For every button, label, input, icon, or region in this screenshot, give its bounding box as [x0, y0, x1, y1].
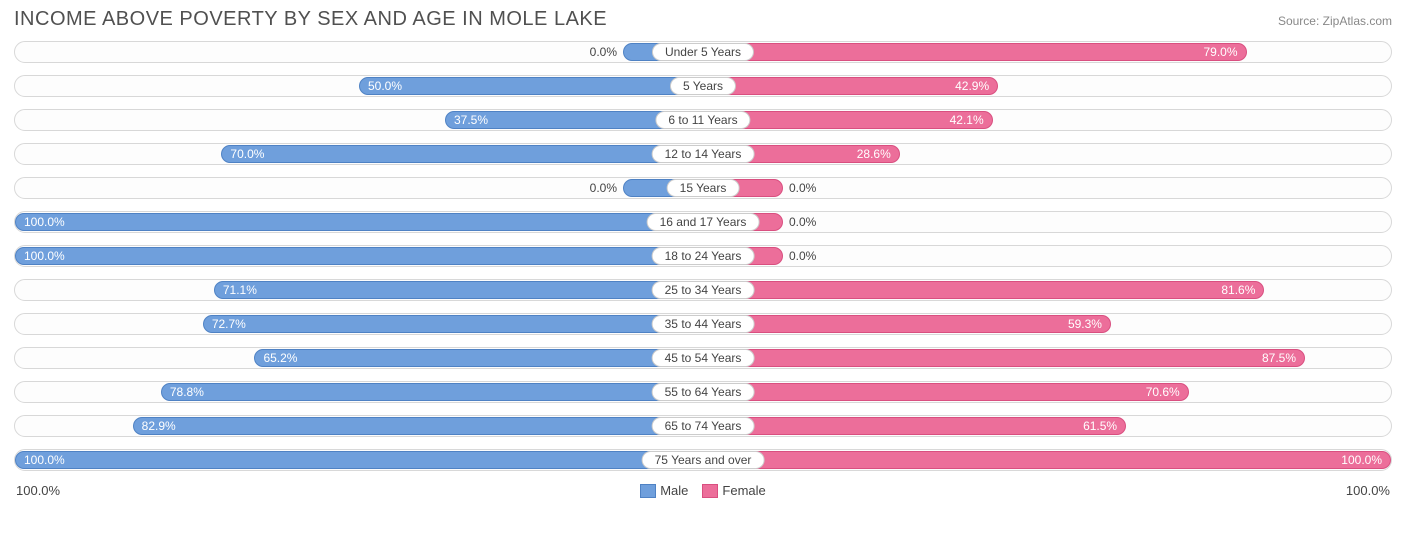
- chart-row: 72.7%59.3%35 to 44 Years: [14, 313, 1392, 335]
- male-bar: 82.9%: [133, 417, 703, 435]
- chart-row: 65.2%87.5%45 to 54 Years: [14, 347, 1392, 369]
- age-group-label: 65 to 74 Years: [652, 417, 755, 435]
- age-group-label: 5 Years: [670, 77, 736, 95]
- male-bar: 70.0%: [221, 145, 703, 163]
- age-group-label: 12 to 14 Years: [652, 145, 755, 163]
- female-bar: 70.6%: [703, 383, 1189, 401]
- legend-swatch-female: [702, 484, 718, 498]
- female-bar: 79.0%: [703, 43, 1247, 61]
- male-bar: 72.7%: [203, 315, 703, 333]
- male-bar: 100.0%: [15, 213, 703, 231]
- legend-male-label: Male: [660, 483, 688, 498]
- male-bar: 78.8%: [161, 383, 703, 401]
- male-value-label: 0.0%: [584, 181, 623, 195]
- female-bar: 61.5%: [703, 417, 1126, 435]
- age-group-label: 75 Years and over: [642, 451, 765, 469]
- chart-row: 50.0%42.9%5 Years: [14, 75, 1392, 97]
- chart-row: 100.0% 0.0% 18 to 24 Years: [14, 245, 1392, 267]
- chart-row: 71.1%81.6%25 to 34 Years: [14, 279, 1392, 301]
- bar-chart: 0.0% 79.0%Under 5 Years 50.0%42.9%5 Years 3…: [14, 41, 1392, 471]
- age-group-label: 45 to 54 Years: [652, 349, 755, 367]
- female-bar: 100.0%: [703, 451, 1391, 469]
- male-bar: 65.2%: [254, 349, 703, 367]
- age-group-label: 35 to 44 Years: [652, 315, 755, 333]
- legend-male: Male: [640, 483, 688, 498]
- male-value-label: 0.0%: [584, 45, 623, 59]
- axis-left-label: 100.0%: [16, 483, 60, 498]
- axis-right-label: 100.0%: [1346, 483, 1390, 498]
- chart-row: 78.8%70.6%55 to 64 Years: [14, 381, 1392, 403]
- chart-row: 100.0%100.0%75 Years and over: [14, 449, 1392, 471]
- female-bar: 87.5%: [703, 349, 1305, 367]
- age-group-label: 16 and 17 Years: [647, 213, 760, 231]
- chart-row: 70.0%28.6%12 to 14 Years: [14, 143, 1392, 165]
- female-bar: 59.3%: [703, 315, 1111, 333]
- legend-female-label: Female: [722, 483, 765, 498]
- female-bar: 42.9%: [703, 77, 998, 95]
- legend: Male Female: [640, 483, 766, 498]
- age-group-label: 55 to 64 Years: [652, 383, 755, 401]
- female-value-label: 0.0%: [783, 249, 822, 263]
- chart-row: 37.5%42.1%6 to 11 Years: [14, 109, 1392, 131]
- male-bar: 100.0%: [15, 451, 703, 469]
- chart-source: Source: ZipAtlas.com: [1278, 14, 1392, 28]
- chart-row: 0.0% 0.0% 15 Years: [14, 177, 1392, 199]
- chart-row: 0.0% 79.0%Under 5 Years: [14, 41, 1392, 63]
- male-bar: 71.1%: [214, 281, 703, 299]
- male-bar: 50.0%: [359, 77, 703, 95]
- age-group-label: 18 to 24 Years: [652, 247, 755, 265]
- age-group-label: 15 Years: [667, 179, 740, 197]
- female-bar: 81.6%: [703, 281, 1264, 299]
- chart-title: INCOME ABOVE POVERTY BY SEX AND AGE IN M…: [14, 8, 607, 31]
- female-value-label: 0.0%: [783, 181, 822, 195]
- male-bar: 100.0%: [15, 247, 703, 265]
- age-group-label: Under 5 Years: [652, 43, 754, 61]
- legend-swatch-male: [640, 484, 656, 498]
- female-value-label: 0.0%: [783, 215, 822, 229]
- age-group-label: 25 to 34 Years: [652, 281, 755, 299]
- chart-row: 82.9%61.5%65 to 74 Years: [14, 415, 1392, 437]
- chart-row: 100.0% 0.0% 16 and 17 Years: [14, 211, 1392, 233]
- age-group-label: 6 to 11 Years: [655, 111, 750, 129]
- legend-female: Female: [702, 483, 765, 498]
- x-axis: 100.0% Male Female 100.0%: [14, 483, 1392, 498]
